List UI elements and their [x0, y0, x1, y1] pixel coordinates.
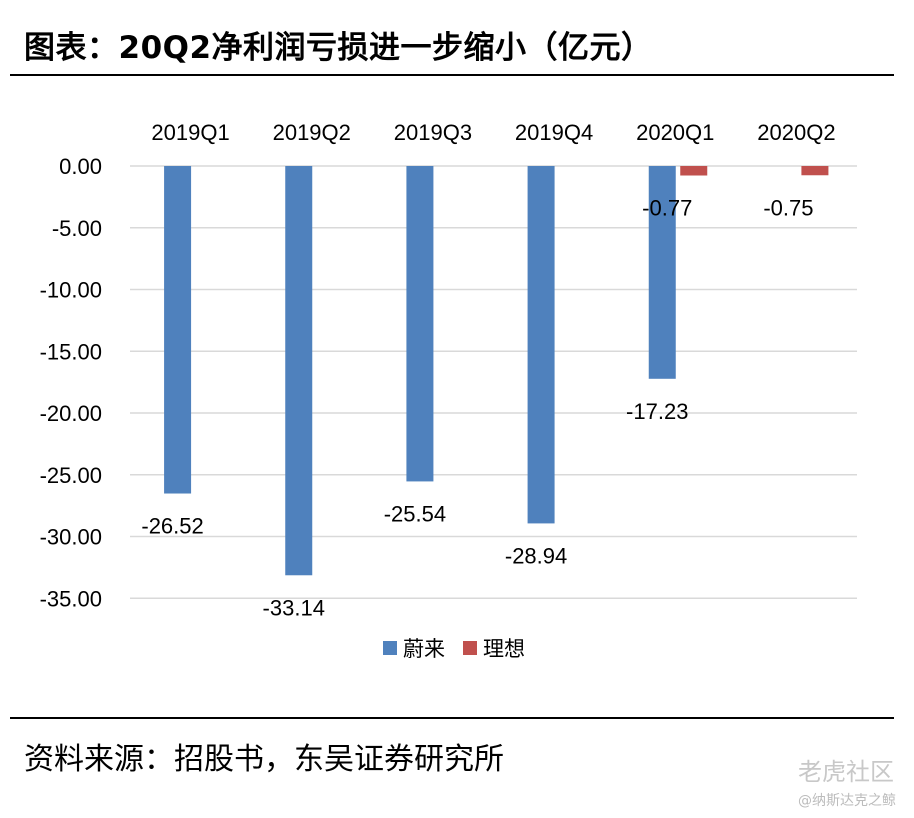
y-tick-label: -10.00	[40, 278, 102, 303]
bar-li	[801, 166, 829, 176]
y-tick-label: -15.00	[40, 339, 102, 364]
bar-nio	[406, 166, 434, 482]
data-label-li: -0.75	[763, 195, 813, 220]
bars	[164, 166, 829, 576]
y-tick-label: -20.00	[40, 401, 102, 426]
data-label-nio: -28.94	[505, 543, 567, 568]
y-tick-label: -30.00	[40, 525, 102, 550]
data-label-nio: -26.52	[141, 514, 203, 539]
source-rule	[10, 717, 894, 719]
bar-nio	[285, 166, 313, 576]
data-label-li: -0.77	[642, 196, 692, 221]
data-labels: -26.52 -33.14 -25.54 -28.94 -17.23 -0.77 -0.75	[141, 195, 813, 620]
bar-nio	[648, 166, 676, 379]
chart-title: 图表：20Q2净利润亏损进一步缩小（亿元）	[24, 30, 653, 66]
legend-label-nio: 蔚来	[403, 638, 445, 661]
bar-nio	[527, 166, 555, 524]
data-label-nio: -33.14	[263, 595, 325, 620]
legend-label-li: 理想	[483, 638, 525, 661]
title-rule	[10, 74, 894, 76]
legend-swatch-nio	[383, 641, 397, 655]
bar-nio	[164, 166, 192, 494]
y-tick-label: 0.00	[59, 154, 102, 179]
gridlines	[130, 165, 857, 599]
watermark-brand: 老虎社区	[798, 758, 894, 786]
legend-swatch-li	[463, 641, 477, 655]
data-label-nio: -17.23	[626, 399, 688, 424]
bar-li	[680, 166, 708, 176]
y-tick-label: -35.00	[40, 586, 102, 611]
x-axis-categories: 2019Q1 2019Q2 2019Q3 2019Q4 2020Q1 2020Q2	[151, 120, 835, 145]
y-axis-ticks: 0.00 -5.00 -10.00 -15.00 -20.00 -25.00 -30.00 -…	[40, 154, 102, 611]
x-category-label: 2020Q2	[757, 120, 835, 145]
x-category-label: 2019Q3	[394, 120, 472, 145]
x-category-label: 2019Q4	[515, 120, 593, 145]
y-tick-label: -25.00	[40, 463, 102, 488]
y-tick-label: -5.00	[52, 216, 102, 241]
source-note: 资料来源：招股书，东吴证券研究所	[24, 742, 504, 777]
x-category-label: 2019Q1	[151, 120, 229, 145]
x-category-label: 2020Q1	[636, 120, 714, 145]
data-label-nio: -25.54	[384, 501, 446, 526]
x-category-label: 2019Q2	[273, 120, 351, 145]
legend: 蔚来 理想	[383, 638, 525, 661]
watermark-handle: @纳斯达克之鲸	[798, 793, 896, 809]
bar-chart: 0.00 -5.00 -10.00 -15.00 -20.00 -25.00 -30.00 -…	[40, 120, 857, 661]
